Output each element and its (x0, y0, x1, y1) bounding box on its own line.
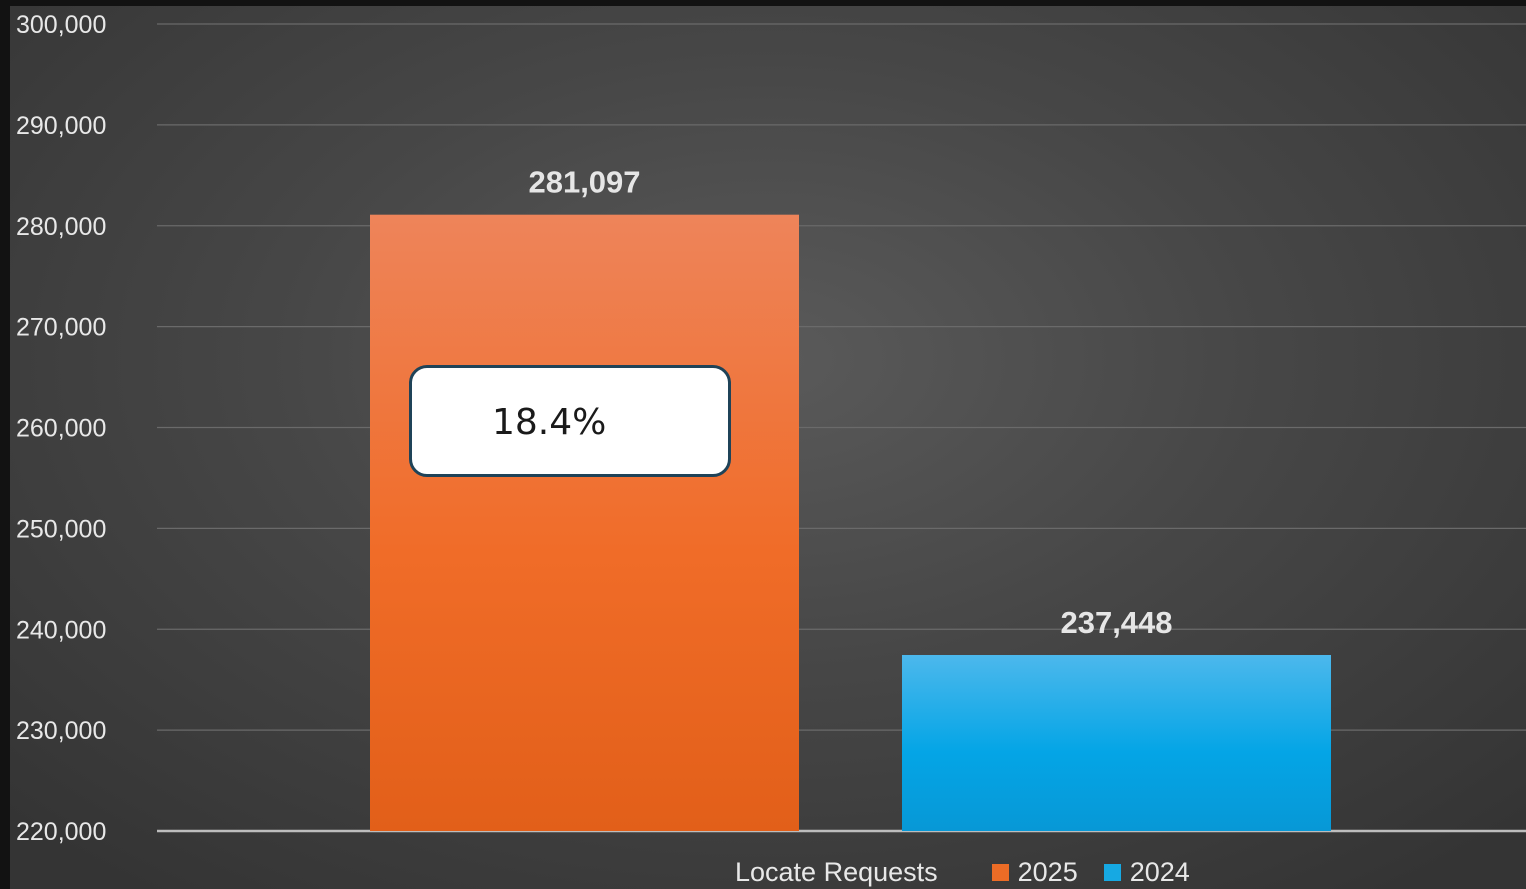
y-tick-label-280,000: 280,000 (16, 213, 106, 241)
data-label-2024: 237,448 (1060, 605, 1172, 640)
bar-2024 (902, 654, 1331, 831)
y-tick-label-250,000: 250,000 (16, 515, 106, 543)
percent-change-callout: 18.4% (409, 365, 731, 477)
legend-item-2024: 2024 (1103, 856, 1190, 888)
bar-chart: 220,000 230,000 240,000 250,000 260,000 270,0… (16, 11, 1526, 846)
y-tick-label-260,000: 260,000 (16, 415, 106, 443)
legend-swatch-2025 (991, 863, 1009, 881)
bar-2025 (370, 214, 799, 831)
legend-label-2024: 2024 (1129, 856, 1190, 887)
y-tick-label-300,000: 300,000 (16, 11, 106, 39)
legend-swatch-2024 (1103, 863, 1121, 881)
legend-item-2025: 2025 (991, 856, 1078, 888)
percent-change-text: 18.4% (492, 402, 607, 443)
legend: Locate Requests 2025 2024 (735, 855, 1216, 889)
legend-label-2025: 2025 (1017, 856, 1078, 887)
chart-area: 220,000 230,000 240,000 250,000 260,000 270,0… (10, 6, 1526, 889)
y-tick-label-290,000: 290,000 (16, 112, 106, 140)
y-tick-label-220,000: 220,000 (16, 818, 106, 846)
y-tick-label-240,000: 240,000 (16, 616, 106, 644)
x-axis-category-label: Locate Requests (735, 856, 938, 887)
y-tick-label-230,000: 230,000 (16, 717, 106, 745)
y-tick-label-270,000: 270,000 (16, 314, 106, 342)
data-label-2025: 281,097 (528, 165, 640, 200)
